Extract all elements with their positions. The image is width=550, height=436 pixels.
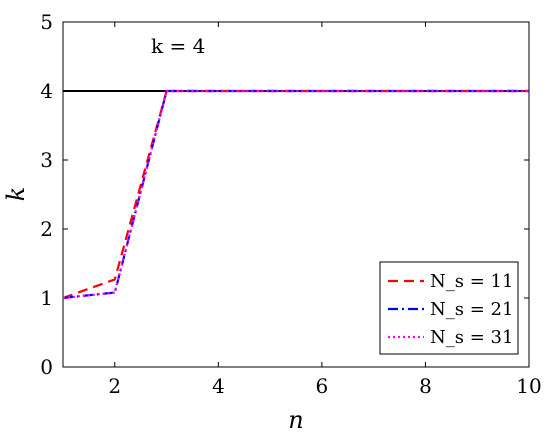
x-tick-label: 4 bbox=[212, 374, 225, 398]
x-axis-label: n bbox=[288, 406, 303, 434]
x-tick-label: 6 bbox=[316, 374, 329, 398]
ticks: 2 4 6 8 10 0 1 2 3 4 5 bbox=[40, 10, 541, 398]
annotation: k = 4 bbox=[151, 34, 205, 58]
x-tick-label: 2 bbox=[108, 374, 121, 398]
y-tick-label: 3 bbox=[40, 148, 53, 172]
y-tick-label: 4 bbox=[40, 79, 53, 103]
y-tick-label: 5 bbox=[40, 10, 53, 34]
legend-label: N_s = 21 bbox=[430, 299, 513, 320]
y-tick-label: 0 bbox=[40, 355, 53, 379]
series-line-2 bbox=[62, 89, 529, 300]
legend-label: N_s = 11 bbox=[430, 271, 513, 292]
x-tick-label: 10 bbox=[516, 374, 541, 398]
y-tick-label: 2 bbox=[40, 217, 53, 241]
y-axis-label: k bbox=[2, 187, 30, 202]
series-layer bbox=[62, 89, 529, 300]
x-tick-label: 8 bbox=[419, 374, 432, 398]
legend: N_s = 11 N_s = 21 N_s = 31 bbox=[379, 261, 519, 355]
y-tick-label: 1 bbox=[40, 286, 53, 310]
series-line-3 bbox=[62, 89, 529, 300]
annotation-text: k = 4 bbox=[151, 34, 205, 58]
legend-label: N_s = 31 bbox=[430, 327, 513, 348]
